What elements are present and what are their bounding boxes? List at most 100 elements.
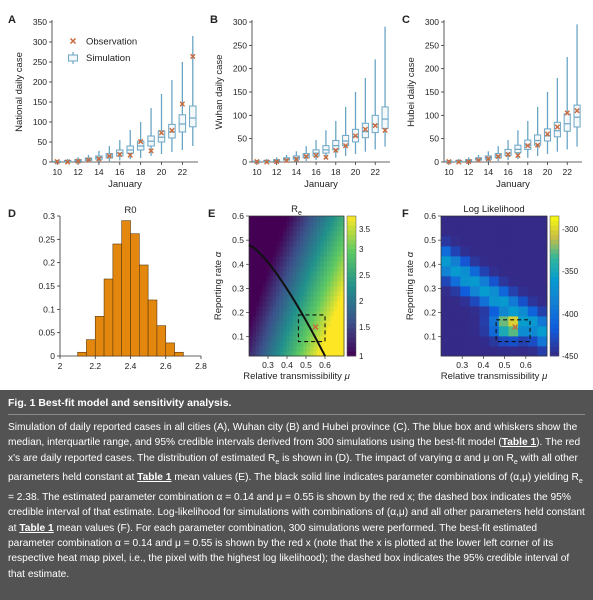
- heatmap-cell: [333, 241, 338, 247]
- heatmap-cell: [289, 351, 294, 357]
- heatmap-cell: [282, 256, 287, 262]
- heatmap-cell: [313, 296, 318, 302]
- heatmap-cell: [340, 261, 345, 267]
- heatmap-cell: [249, 226, 253, 232]
- colorbar-segment: [550, 267, 559, 273]
- y-tick-label: 200: [33, 77, 47, 87]
- colorbar-segment: [347, 337, 356, 343]
- observation-marker: [362, 126, 369, 133]
- box-21: [168, 80, 176, 152]
- heatmap-cell: [255, 331, 260, 337]
- panel-c: 0 50 100 150 200 250 300 10 12 14 16 18 20 22 January H…: [406, 17, 582, 190]
- x-tick-label: 14: [484, 167, 494, 177]
- y-axis-label: Reporting rate α: [405, 251, 416, 320]
- heatmap-cell: [306, 296, 311, 302]
- heatmap-cell: [316, 311, 321, 317]
- heatmap-cell: [340, 331, 345, 337]
- iqr-box: [563, 113, 571, 132]
- heatmap-cell: [303, 326, 308, 332]
- box-16: [312, 140, 320, 161]
- y-tick-label: 50: [238, 134, 248, 144]
- heatmap-cell: [518, 226, 529, 237]
- heatmap-cell: [279, 301, 284, 307]
- colorbar-segment: [347, 304, 356, 310]
- colorbar-segment: [550, 272, 559, 278]
- heatmap-cell: [313, 271, 318, 277]
- table-1-link[interactable]: Table 1: [137, 472, 172, 484]
- heatmap-cell: [296, 341, 301, 347]
- heatmap-cell: [313, 346, 318, 352]
- histogram-bar: [156, 325, 167, 357]
- heatmap-cell: [489, 326, 500, 337]
- heatmap-cell: [450, 316, 461, 327]
- heatmap-cell: [508, 296, 519, 307]
- table-1-link[interactable]: Table 1: [19, 522, 54, 534]
- heatmap-cell: [313, 281, 318, 287]
- heatmap-cell: [489, 246, 500, 257]
- heatmap-cell: [282, 311, 287, 317]
- heatmap-cell: [333, 321, 338, 327]
- heatmap-cell: [286, 351, 291, 357]
- heatmap-cell: [252, 296, 257, 302]
- box-16: [116, 140, 124, 161]
- heatmap-cell: [279, 281, 284, 287]
- heatmap-cell: [282, 341, 287, 347]
- histogram-bar: [147, 299, 158, 357]
- heatmap-cell: [340, 286, 345, 292]
- heatmap-cell: [313, 311, 318, 317]
- heatmap-cell: [310, 261, 314, 267]
- heatmap-cell: [340, 291, 345, 297]
- heatmap-cell: [259, 231, 263, 237]
- heatmap-cell: [469, 236, 480, 247]
- heatmap-cell: [441, 276, 452, 287]
- heatmap-cell: [333, 346, 338, 352]
- box-23: [189, 36, 197, 146]
- heatmap-cell: [460, 276, 471, 287]
- x-tick-label: 12: [464, 167, 474, 177]
- heatmap-cell: [265, 281, 270, 287]
- heatmap-cell: [316, 331, 321, 337]
- heatmap-cell: [316, 326, 321, 332]
- heatmap-cell: [296, 321, 301, 327]
- heatmap-cell: [527, 336, 538, 347]
- observation-marker: [352, 133, 359, 139]
- heatmap-cell: [255, 251, 260, 257]
- heatmap-cell: [272, 276, 277, 282]
- histogram-bar: [86, 339, 96, 357]
- colorbar-segment: [347, 239, 356, 245]
- heatmap-cell: [293, 336, 297, 342]
- panel-letter: E: [208, 208, 215, 220]
- heatmap-cell: [323, 221, 328, 227]
- heatmap-cell: [282, 281, 287, 287]
- x-tick-label: 22: [370, 167, 380, 177]
- heatmap-cell: [489, 346, 500, 357]
- heatmap-cell: [272, 291, 277, 297]
- heatmap-cell: [313, 246, 318, 252]
- heatmap-cell: [262, 296, 267, 302]
- y-tick-label: 0: [242, 157, 247, 167]
- heatmap-cell: [508, 286, 519, 297]
- heatmap-cell: [296, 301, 301, 307]
- table-1-link[interactable]: Table 1: [501, 437, 537, 449]
- panel-d: 0 0.05 0.1 0.15 0.2 0.25 0.3 2 2.2 2.4 2.6 2.8 R0: [38, 205, 207, 371]
- panel-letter: C: [402, 14, 410, 26]
- heatmap-cell: [262, 241, 267, 247]
- heatmap-cell: [498, 226, 509, 237]
- y-tick-label: 150: [33, 97, 47, 107]
- heatmap-cell: [272, 271, 277, 277]
- heatmap-cell: [299, 326, 304, 332]
- heatmap-cell: [289, 226, 294, 232]
- colorbar-segment: [550, 225, 559, 231]
- observation-marker: [137, 138, 144, 145]
- colorbar-segment: [347, 295, 356, 301]
- heatmap-cell: [286, 266, 291, 272]
- colorbar-segment: [347, 286, 356, 292]
- heatmap-cell: [296, 241, 301, 247]
- heatmap-cell: [469, 286, 480, 297]
- heatmap-cell: [337, 351, 342, 357]
- heatmap-cell: [252, 241, 257, 247]
- heatmap-cell: [469, 336, 480, 347]
- heatmap-cell: [279, 231, 284, 237]
- heatmap-cell: [262, 221, 267, 227]
- heatmap-cell: [272, 231, 277, 237]
